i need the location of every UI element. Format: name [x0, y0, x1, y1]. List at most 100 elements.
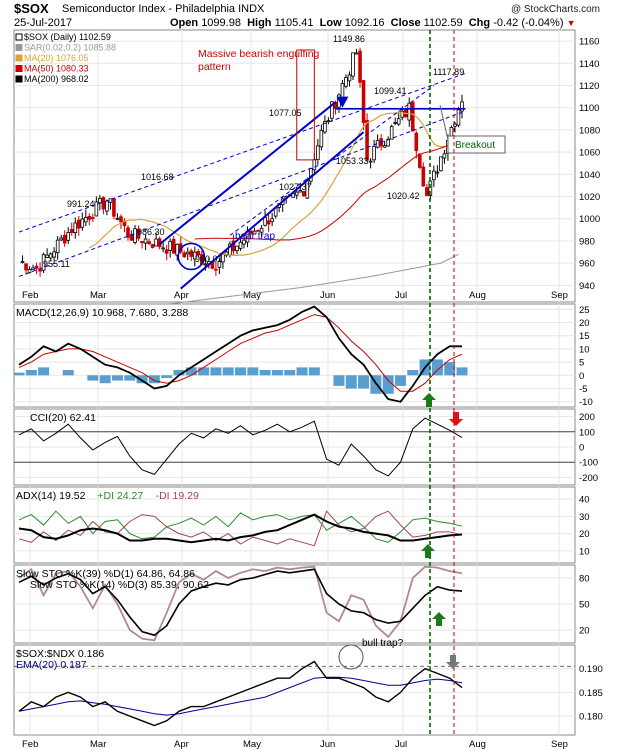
- adx-y-tick-label: 40: [579, 495, 590, 506]
- price-y-tick-label: 1160: [579, 37, 599, 48]
- candle-body: [358, 50, 362, 83]
- rising-trend-line-lower: [180, 131, 365, 290]
- price-x-tick-label: Jul: [395, 290, 407, 301]
- candle-body: [414, 132, 419, 152]
- ratio-panel-frame: [13, 644, 576, 736]
- candle-body: [140, 241, 144, 244]
- adx-panel-label: -DI 19.29: [156, 490, 199, 502]
- candle-body: [425, 187, 429, 196]
- cci-y-tick-label: -200: [579, 473, 598, 484]
- sto-panel-label-1: Slow STO %K(39) %D(1) 64.86, 64.86: [16, 568, 195, 580]
- price-y-tick-label: 940: [579, 281, 595, 292]
- candle-body: [347, 74, 352, 82]
- up-arrow-icon: [432, 612, 446, 626]
- macd-histogram-bar: [136, 375, 148, 384]
- candle-body: [182, 252, 187, 258]
- quote-values: Open 1099.98 High 1105.41 Low 1092.16 Cl…: [170, 17, 575, 29]
- candle-body: [133, 228, 137, 243]
- price-label: 955.11: [43, 259, 70, 269]
- adx-y-tick-label: 20: [579, 529, 590, 540]
- macd-histogram-bar: [38, 367, 50, 376]
- macd-histogram-bar: [284, 370, 296, 376]
- candle-body: [136, 228, 141, 239]
- bull-trap-circle: [338, 644, 364, 670]
- ratio-x-tick-label: Aug: [469, 739, 486, 750]
- minus-di-line: [18, 510, 463, 547]
- price-y-tick-label: 1100: [579, 103, 599, 114]
- price-y-tick-label: 1080: [579, 125, 600, 136]
- macd-histogram-bar: [148, 375, 160, 384]
- ratio-panel-label-2: EMA(20) 0.187: [16, 659, 87, 671]
- candle-body: [175, 243, 180, 256]
- price-y-tick-label: 960: [579, 259, 595, 270]
- ratio-x-tick-label: Mar: [90, 739, 106, 750]
- macd-histogram-bar: [456, 367, 468, 376]
- candle-body: [442, 153, 447, 159]
- price-label: 1053.33: [336, 156, 369, 166]
- candle-body: [259, 227, 264, 233]
- price-y-tick-label: 1020: [579, 192, 600, 203]
- breakout-pointer-line: [439, 104, 449, 141]
- price-legend-label: MA(200) 968.02: [24, 74, 89, 84]
- candle-body: [45, 254, 49, 258]
- breakout-label-box: [447, 135, 506, 154]
- plus-di-line: [18, 510, 463, 543]
- candle-body: [66, 232, 71, 241]
- upper-channel-line: [18, 72, 466, 233]
- annotation-bull-trap: bull trap?: [362, 638, 404, 649]
- ratio-x-tick-label: Jul: [395, 739, 407, 750]
- candle-body: [319, 129, 324, 148]
- candle-body: [421, 166, 426, 187]
- quote-row: 25-Jul-2017 Open 1099.98 High 1105.41 Lo…: [0, 16, 620, 30]
- macd-line: [18, 305, 462, 403]
- price-legend-label: MA(20) 1076.05: [24, 53, 89, 63]
- ratio-x-tick-label: Jun: [320, 739, 335, 750]
- adx-panel-frame: [13, 486, 576, 564]
- ratio-x-tick-label: Apr: [174, 739, 189, 750]
- candle-body: [105, 200, 109, 212]
- candle-body: [73, 222, 78, 233]
- candle-body: [294, 191, 299, 196]
- candle-body: [20, 261, 25, 263]
- candle-body: [126, 227, 130, 238]
- annotation-bear-trap: bear trap: [235, 231, 275, 242]
- candle-body: [316, 145, 320, 160]
- cci-y-tick-label: 200: [579, 412, 595, 423]
- candle-body: [393, 121, 397, 124]
- chart-header: $SOX Semiconductor Index - Philadelphia …: [0, 1, 620, 17]
- macd-histogram-bar: [235, 367, 246, 376]
- candle-body: [361, 80, 366, 123]
- macd-y-tick-label: 20: [579, 318, 590, 329]
- candle-body: [168, 240, 172, 251]
- macd-signal-line: [18, 314, 463, 392]
- candle-body: [368, 160, 373, 163]
- candle-body: [91, 217, 95, 219]
- candle-body: [453, 123, 457, 127]
- ratio-x-tick-label: Sep: [551, 739, 568, 750]
- candle-body: [185, 251, 190, 255]
- candle-body: [84, 216, 88, 223]
- low-value: 1092.16: [344, 17, 385, 29]
- annotation-pattern: pattern: [198, 61, 231, 73]
- candle-body: [143, 238, 148, 244]
- legend-swatch: [15, 75, 23, 83]
- legend-swatch: [15, 33, 23, 41]
- candle-body: [351, 52, 355, 77]
- candle-body: [266, 220, 271, 225]
- candle-body: [154, 238, 158, 247]
- candle-body: [161, 247, 165, 250]
- legend-swatch: [15, 54, 23, 62]
- macd-histogram-bar: [198, 367, 210, 376]
- cci-panel-label: CCI(20) 62.41: [30, 412, 96, 424]
- ratio-y-tick-label: 0.190: [579, 664, 603, 675]
- rising-trend-line-upper: [159, 101, 337, 246]
- candle-body: [196, 250, 201, 256]
- close-value: 1102.59: [423, 17, 463, 29]
- macd-panel-frame: [13, 303, 576, 408]
- adx-panel-label: ADX(14) 19.52: [16, 490, 86, 502]
- price-label: 960.01: [195, 254, 223, 264]
- engulfing-pattern-box: [296, 49, 315, 161]
- candle-body: [101, 197, 106, 210]
- up-arrow-icon: [421, 544, 435, 558]
- price-label: 1020.42: [387, 191, 420, 201]
